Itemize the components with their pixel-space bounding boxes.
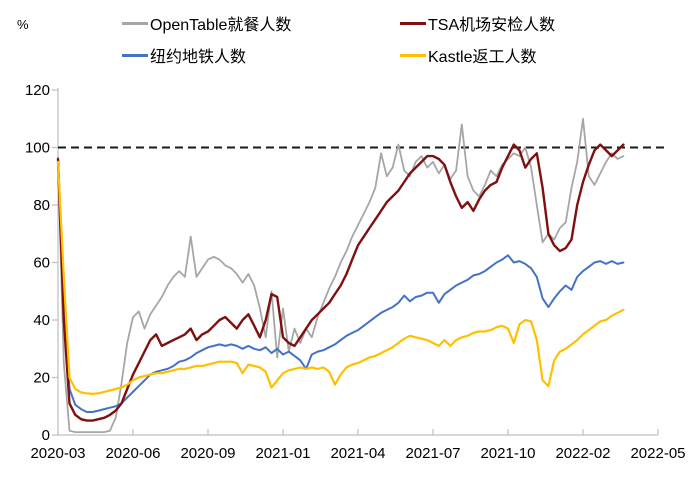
- legend-label-opentable: OpenTable就餐人数: [150, 17, 292, 34]
- x-tick-label: 2022-05: [630, 445, 685, 462]
- series-tsa-line: [56, 143, 625, 422]
- legend-item-tsa: TSA机场安检人数: [400, 13, 556, 34]
- legend-swatch-opentable: [122, 21, 148, 25]
- axes: [52, 88, 659, 436]
- y-tick-label: 60: [33, 255, 50, 272]
- legend-label-subway: 纽约地铁人数: [150, 49, 247, 66]
- legend-item-subway: 纽约地铁人数: [122, 45, 247, 66]
- legend-swatch-kastle: [400, 53, 426, 57]
- x-tick-label: 2020-09: [180, 445, 235, 462]
- x-tick-label: 2021-10: [480, 445, 535, 462]
- x-tick-label: 2021-04: [330, 445, 385, 462]
- x-tick-label: 2020-06: [105, 445, 160, 462]
- y-tick-label: 20: [33, 370, 50, 387]
- x-tick-label: 2022-02: [555, 445, 610, 462]
- legend-item-opentable: OpenTable就餐人数: [122, 13, 292, 34]
- y-tick-label: 40: [33, 312, 50, 329]
- axis-tick-labels: 0 20 40 60 80 100 120 2020-03 2020-06 2020-09 2021…: [25, 82, 686, 462]
- y-tick-label: 0: [42, 427, 50, 444]
- y-tick-label: 120: [25, 82, 50, 99]
- series-lines: [56, 117, 625, 434]
- legend-swatch-subway: [122, 53, 148, 57]
- y-tick-label: 80: [33, 197, 50, 214]
- legend-item-kastle: Kastle返工人数: [400, 45, 537, 66]
- x-tick-label: 2021-01: [255, 445, 310, 462]
- y-tick-label: 100: [25, 140, 50, 157]
- legend-label-kastle: Kastle返工人数: [428, 49, 537, 66]
- legend-swatch-tsa: [400, 21, 426, 25]
- y-axis-unit-label: %: [17, 17, 29, 32]
- chart-legend: OpenTable就餐人数 TSA机场安检人数纽约地铁人数 Kastle返工人数: [0, 0, 695, 70]
- legend-label-tsa: TSA机场安检人数: [428, 17, 556, 34]
- series-kastle-line: [56, 160, 625, 395]
- x-tick-label: 2021-07: [405, 445, 460, 462]
- x-tick-label: 2020-03: [30, 445, 85, 462]
